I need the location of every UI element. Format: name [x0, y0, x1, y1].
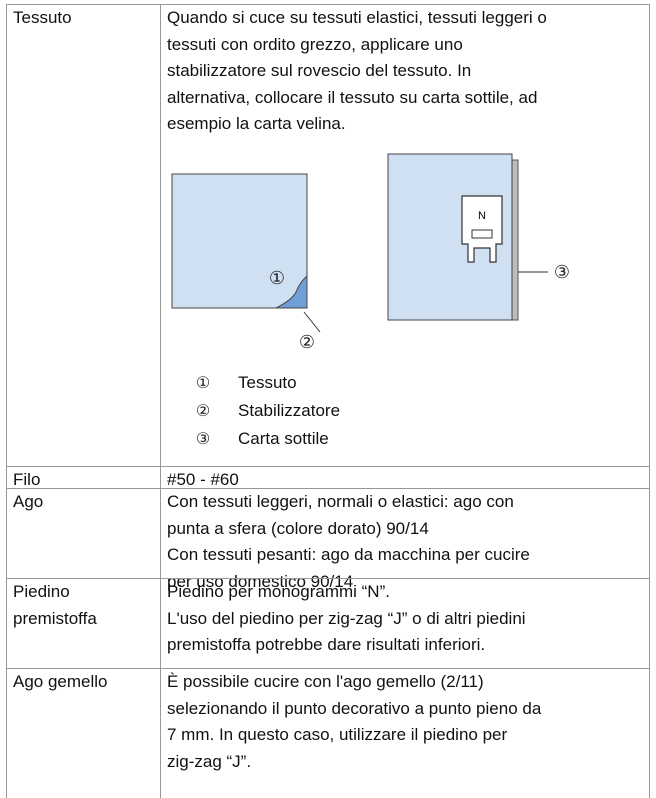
content-cell: È possibile cucire con l'ago gemello (2/…: [160, 668, 650, 798]
label-cell: Ago: [6, 488, 160, 578]
text-line: Piedino per monogrammi “N”.: [167, 582, 390, 601]
row-label: premistoffa: [13, 608, 97, 628]
label-cell: Piedino premistoffa: [6, 578, 160, 668]
text-line: Quando si cuce su tessuti elastici, tess…: [167, 8, 547, 27]
label-cell: Ago gemello: [6, 668, 160, 798]
text-line: esempio la carta velina.: [167, 114, 346, 134]
text-line: L'uso del piedino per zig-zag “J” o di a…: [167, 608, 526, 628]
text-line: tessuti con ordito grezzo, applicare uno: [167, 34, 463, 54]
row-label: Ago: [13, 492, 44, 511]
text-line: punta a sfera (colore dorato) 90/14: [167, 518, 429, 538]
text-line: È possibile cucire con l'ago gemello (2/…: [167, 672, 484, 691]
label-cell: Filo: [6, 466, 160, 489]
text-line: 7 mm. In questo caso, utilizzare il pied…: [167, 725, 508, 745]
content-cell: Piedino per monogrammi “N”. L'uso del pie…: [160, 578, 650, 668]
text-line: #50 - #60: [167, 470, 239, 489]
text-line: zig-zag “J”.: [167, 751, 252, 771]
text-line: alternativa, collocare il tessuto su car…: [167, 87, 538, 107]
text-line: stabilizzatore sul rovescio del tessuto.…: [167, 61, 472, 81]
text-line: selezionando il punto decorativo a punto…: [167, 698, 542, 718]
text-line: Con tessuti leggeri, normali o elastici:…: [167, 492, 514, 511]
row-label: Filo: [13, 470, 41, 489]
row-label: Ago gemello: [13, 672, 108, 691]
row-label: Piedino: [13, 582, 70, 601]
label-cell: Tessuto: [6, 4, 160, 466]
text-line: per uso domestico 90/14: [167, 571, 354, 591]
row-label: Tessuto: [13, 8, 72, 27]
text-line: premistoffa potrebbe dare risultati infe…: [167, 635, 486, 655]
content-cell: #50 - #60: [160, 466, 650, 489]
text-line: Con tessuti pesanti: ago da macchina per…: [167, 545, 530, 565]
content-cell: Con tessuti leggeri, normali o elastici:…: [160, 488, 650, 591]
content-cell: Quando si cuce su tessuti elastici, tess…: [160, 4, 650, 466]
